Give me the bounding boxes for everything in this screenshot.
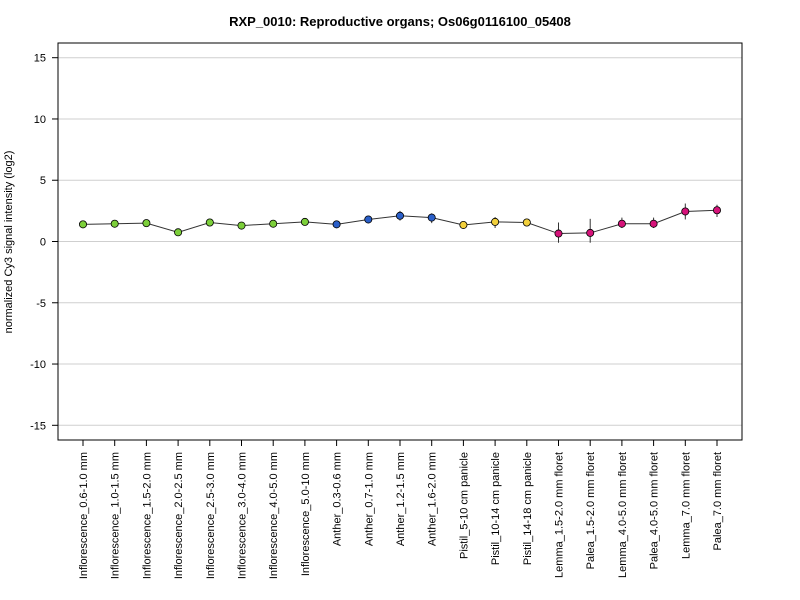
data-point — [649, 219, 658, 228]
data-point — [586, 228, 595, 237]
data-point — [269, 219, 278, 228]
y-tick-label: 5 — [40, 175, 46, 187]
axes: -15 -10 -5 0 5 10 15 Inflorescence_0.6-1.0 mm In… — [30, 53, 724, 579]
x-category-label: Anther_0.3-0.6 mm — [332, 452, 344, 546]
x-category-label: Pistil_10-14 cm panicle — [490, 452, 502, 565]
x-category-label: Palea_7.0 mm floret — [712, 452, 724, 550]
data-point — [237, 221, 246, 230]
x-category-label: Anther_1.6-2.0 mm — [427, 452, 439, 546]
x-category-label: Anther_0.7-1.0 mm — [363, 452, 375, 546]
y-axis-label: normalized Cy3 signal intensity (log2) — [3, 151, 15, 334]
x-category-label: Inflorescence_2.5-3.0 mm — [205, 452, 217, 579]
x-category-label: Inflorescence_4.0-5.0 mm — [268, 452, 280, 579]
data-point — [713, 206, 722, 215]
x-category-label: Inflorescence_2.0-2.5 mm — [173, 452, 185, 579]
data-point — [110, 219, 119, 228]
data-point — [427, 213, 436, 222]
y-tick-label: 0 — [40, 237, 46, 249]
x-category-label: Inflorescence_1.5-2.0 mm — [141, 452, 153, 579]
y-tick-label: 15 — [34, 53, 46, 65]
data-point — [522, 218, 531, 227]
x-category-label: Inflorescence_0.6-1.0 mm — [78, 452, 90, 579]
y-tick-label: -10 — [30, 359, 46, 371]
gridlines — [58, 57, 742, 426]
data-point — [332, 220, 341, 229]
x-category-label: Inflorescence_5.0-10 mm — [300, 452, 312, 576]
x-category-label: Inflorescence_3.0-4.0 mm — [237, 452, 249, 579]
x-category-label: Palea_1.5-2.0 mm floret — [585, 452, 597, 569]
x-category-label: Pistil_14-18 cm panicle — [522, 452, 534, 565]
x-category-label: Pistil_5-10 cm panicle — [458, 452, 470, 559]
data-point — [364, 215, 373, 224]
data-point — [459, 220, 468, 229]
y-tick-label: -15 — [30, 420, 46, 432]
data-point — [491, 217, 500, 226]
data-point — [681, 207, 690, 216]
data-point — [395, 211, 404, 220]
data-point — [79, 220, 88, 229]
x-category-label: Lemma_1.5-2.0 mm floret — [554, 452, 566, 578]
data-point — [205, 218, 214, 227]
x-category-label: Anther_1.2-1.5 mm — [395, 452, 407, 546]
x-category-label: Lemma_7.0 mm floret — [680, 452, 692, 559]
x-category-label: Inflorescence_1.0-1.5 mm — [110, 452, 122, 579]
x-category-label: Lemma_4.0-5.0 mm floret — [617, 452, 629, 578]
x-category-label: Palea_4.0-5.0 mm floret — [649, 452, 661, 569]
data-point — [174, 228, 183, 237]
plot-frame — [57, 42, 743, 441]
data-point — [142, 219, 151, 228]
data-point — [617, 219, 626, 228]
data-point — [554, 229, 563, 238]
chart-title: RXP_0010: Reproductive organs; Os06g0116… — [229, 14, 571, 29]
y-tick-label: -5 — [36, 298, 46, 310]
data-point — [300, 217, 309, 226]
series — [79, 203, 722, 243]
y-tick-label: 10 — [34, 114, 46, 126]
